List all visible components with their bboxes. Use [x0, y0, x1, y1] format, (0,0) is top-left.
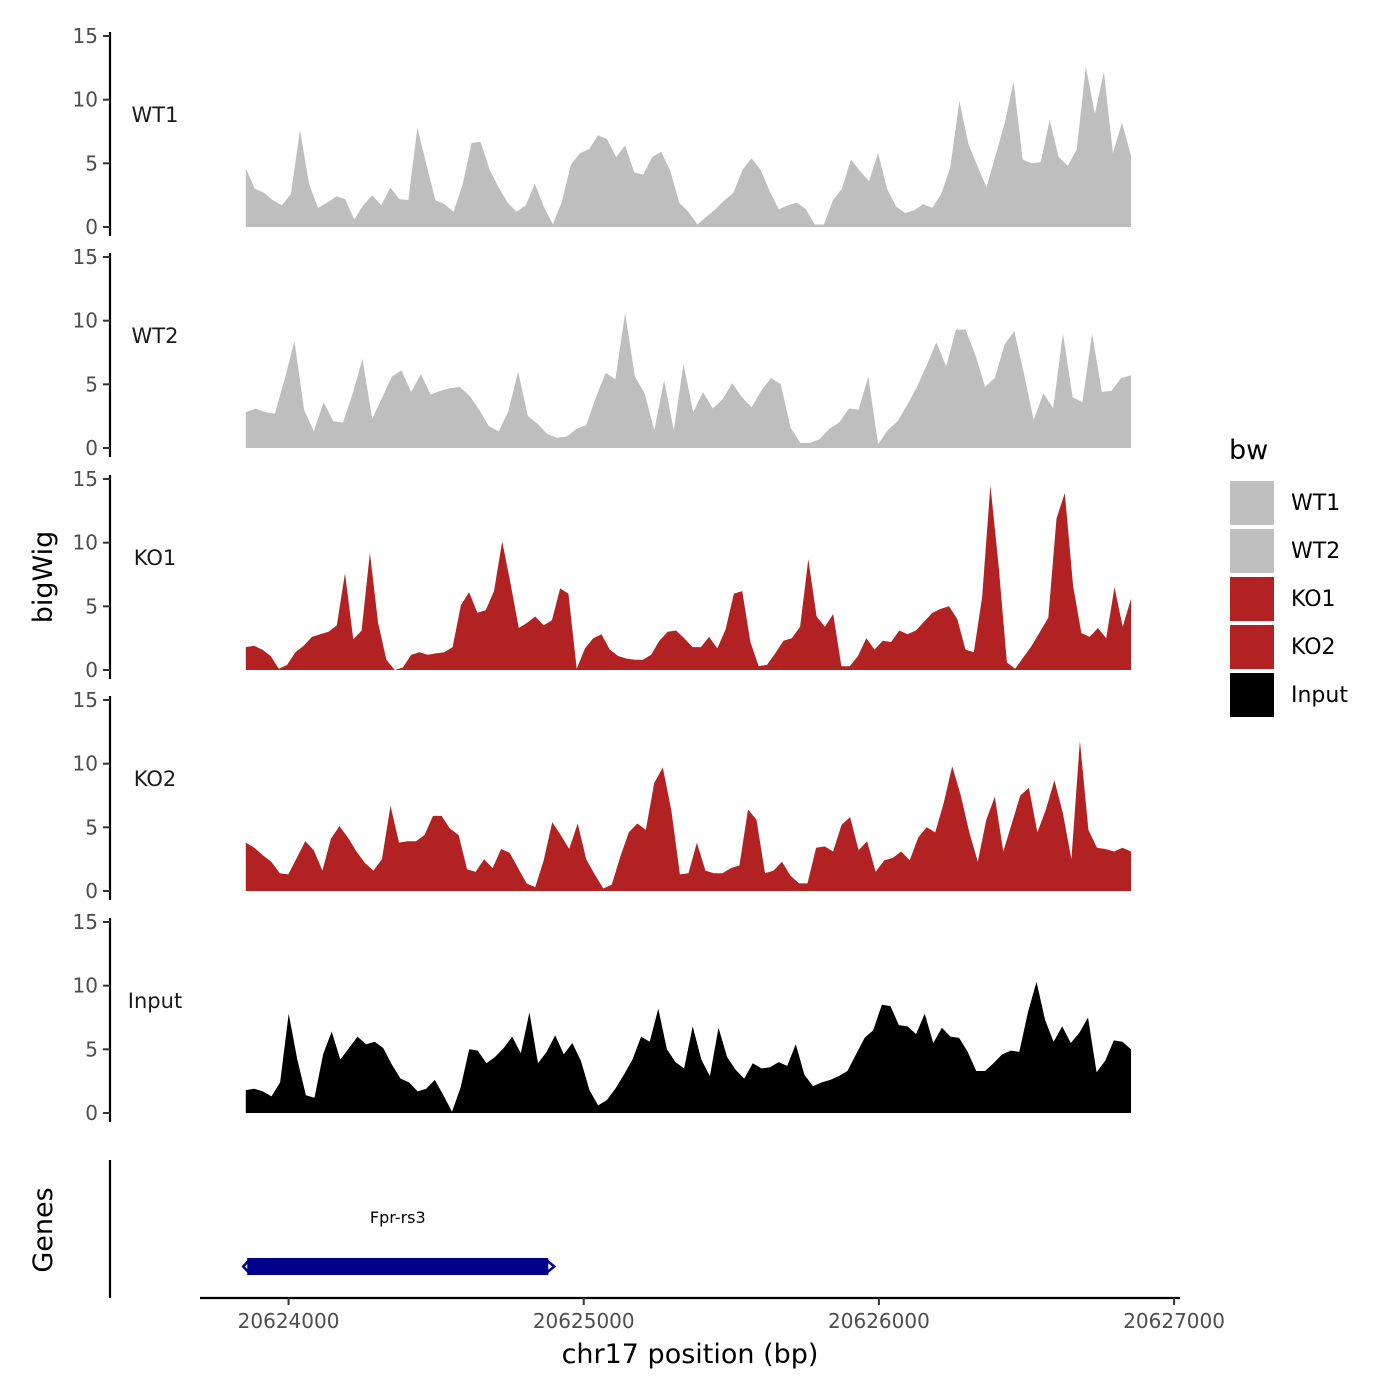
y-axis-title: bigWig: [28, 531, 59, 624]
y-tick-label: 15: [73, 467, 98, 491]
y-tick-label: 0: [85, 215, 98, 239]
y-tick-label: 15: [73, 24, 98, 48]
y-tick-label: 15: [73, 245, 98, 269]
x-axis: 20624000 20625000 20626000 20627000: [200, 1296, 1225, 1333]
track-label: WT2: [132, 324, 179, 348]
area-input: [245, 981, 1132, 1113]
y-tick-label: 10: [73, 309, 98, 333]
legend-label: WT2: [1291, 539, 1340, 564]
x-tick-label: 20627000: [1123, 1309, 1225, 1333]
legend: bw WT1 WT2 KO1 KO2 Input: [1228, 435, 1348, 719]
bigwig-tracks: 0 5 10 15 WT1 0 5 10 15 WT2 0 5 10 15 KO1 0 5 10 15 KO2 0 5 10…: [73, 24, 1132, 1125]
area-ko1: [245, 485, 1132, 670]
track-label: KO2: [134, 767, 177, 791]
gene-body: [247, 1258, 549, 1275]
legend-key-wt2: [1228, 527, 1276, 575]
legend-label: WT1: [1291, 491, 1340, 516]
legend-key-ko1: [1228, 575, 1276, 623]
gene-strand-arrow: [545, 1259, 557, 1274]
gene-start-mark: [241, 1259, 251, 1274]
legend-label: Input: [1291, 683, 1348, 708]
y-tick-label: 10: [73, 531, 98, 555]
y-tick-label: 0: [85, 879, 98, 903]
legend-key-wt1: [1228, 479, 1276, 527]
area-wt2: [245, 313, 1132, 448]
track-ko1: 0 5 10 15 KO1: [73, 467, 1132, 682]
y-tick-label: 5: [85, 815, 98, 839]
track-label: KO1: [134, 546, 177, 570]
track-label: WT1: [132, 103, 179, 127]
x-tick-label: 20625000: [533, 1309, 635, 1333]
y-tick-label: 0: [85, 436, 98, 460]
legend-key-ko2: [1228, 623, 1276, 671]
x-axis-title: chr17 position (bp): [562, 1339, 819, 1370]
track-wt2: 0 5 10 15 WT2: [73, 245, 1132, 460]
y-tick-label: 5: [85, 594, 98, 618]
genes-axis-title: Genes: [28, 1187, 59, 1272]
y-tick-label: 5: [85, 372, 98, 396]
legend-key-input: [1228, 671, 1276, 719]
y-tick-label: 0: [85, 1101, 98, 1125]
track-ko2: 0 5 10 15 KO2: [73, 688, 1132, 903]
x-tick-label: 20624000: [238, 1309, 340, 1333]
x-tick-label: 20626000: [828, 1309, 930, 1333]
track-input: 0 5 10 15 Input: [73, 910, 1132, 1125]
y-tick-label: 15: [73, 688, 98, 712]
track-wt1: 0 5 10 15 WT1: [73, 24, 1132, 239]
y-tick-label: 10: [73, 752, 98, 776]
area-ko2: [245, 740, 1132, 891]
y-tick-label: 0: [85, 658, 98, 682]
legend-title: bw: [1229, 435, 1268, 466]
area-wt1: [245, 66, 1132, 227]
legend-label: KO1: [1291, 587, 1336, 612]
genes-panel: Fpr-rs3: [108, 1160, 557, 1298]
gene-label: Fpr-rs3: [370, 1208, 426, 1227]
legend-label: KO2: [1291, 635, 1336, 660]
y-tick-label: 10: [73, 88, 98, 112]
y-tick-label: 5: [85, 1037, 98, 1061]
y-tick-label: 10: [73, 974, 98, 998]
y-tick-label: 5: [85, 151, 98, 175]
track-label: Input: [128, 989, 182, 1013]
y-tick-label: 15: [73, 910, 98, 934]
